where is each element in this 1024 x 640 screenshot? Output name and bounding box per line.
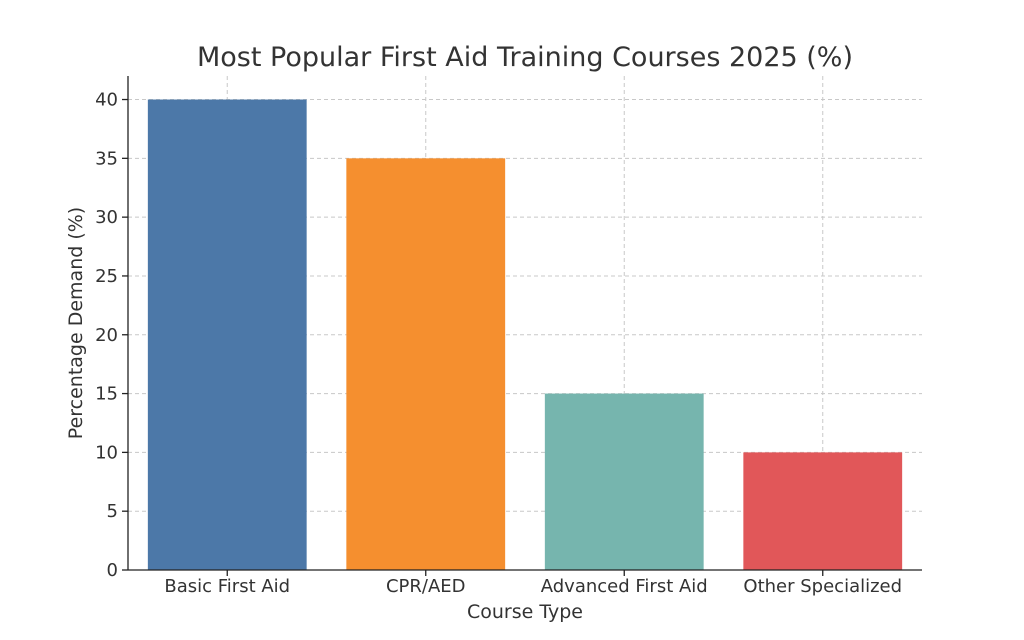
- x-tick-label: Basic First Aid: [164, 576, 290, 597]
- bar: [147, 99, 307, 571]
- y-tick-label: 30: [95, 207, 118, 228]
- y-tick-label: 5: [107, 501, 118, 522]
- x-tick-label: CPR/AED: [386, 576, 466, 597]
- y-tick-labels: 0 5 10 15 20 25 30 35 40: [95, 90, 128, 581]
- x-tick-label: Advanced First Aid: [541, 576, 708, 597]
- bar: [346, 158, 506, 571]
- x-axis-title: Course Type: [467, 601, 583, 623]
- chart-title: Most Popular First Aid Training Courses …: [197, 42, 853, 73]
- y-tick-label: 20: [95, 325, 118, 346]
- bar: [544, 393, 704, 570]
- y-tick-label: 0: [107, 560, 118, 581]
- y-tick-label: 40: [95, 90, 118, 111]
- y-axis-title: Percentage Demand (%): [65, 207, 87, 439]
- bar-layer: [147, 99, 903, 571]
- y-tick-label: 25: [95, 266, 118, 287]
- y-tick-label: 15: [95, 384, 118, 405]
- x-tick-label: Other Specialized: [743, 576, 902, 597]
- x-tick-labels: Basic First Aid CPR/AED Advanced First Aid…: [164, 570, 902, 597]
- y-tick-label: 10: [95, 442, 118, 463]
- y-tick-label: 35: [95, 148, 118, 169]
- bar: [743, 452, 903, 570]
